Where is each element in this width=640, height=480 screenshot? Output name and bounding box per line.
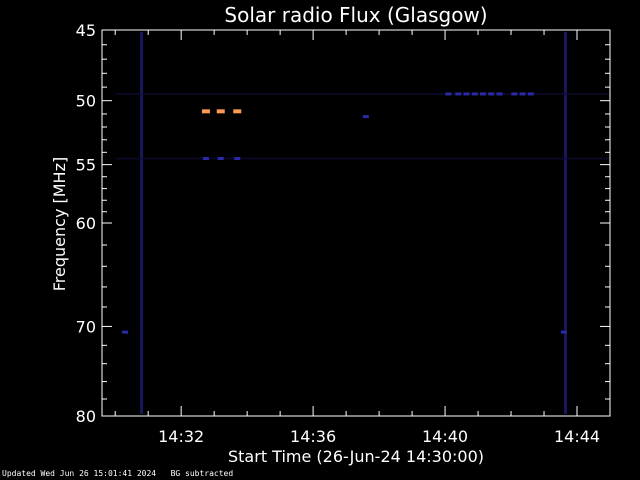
feature-spot-5 <box>216 109 225 114</box>
y-tick-label-70: 70 <box>76 317 96 336</box>
y-tick-label-50: 50 <box>76 92 96 111</box>
feature-spot-19 <box>496 92 503 96</box>
y-tick-label-80: 80 <box>76 407 96 426</box>
feature-spot-10 <box>362 115 369 119</box>
x-axis: 14:32 14:36 14:40 14:44 <box>114 30 611 446</box>
feature-spot-7 <box>202 156 209 160</box>
feature-spot-20 <box>511 92 518 96</box>
feature-spot-22 <box>527 92 534 96</box>
x-axis-label: Start Time (26-Jun-24 14:30:00) <box>228 447 484 466</box>
feature-vertical_streak-1 <box>563 32 567 414</box>
feature-vertical_streak-0 <box>140 32 144 414</box>
feature-spot-18 <box>488 92 495 96</box>
x-tick-label-32: 14:32 <box>158 427 204 446</box>
feature-spot-21 <box>519 92 526 96</box>
feature-spot-13 <box>445 92 452 96</box>
footer-updated: Updated Wed Jun 26 15:01:41 2024 <box>2 469 157 478</box>
footer-note: BG subtracted <box>170 469 234 478</box>
feature-spot-8 <box>217 156 224 160</box>
feature-spot-17 <box>480 92 486 96</box>
x-tick-label-40: 14:40 <box>422 427 468 446</box>
footer: Updated Wed Jun 26 15:01:41 2024 BG subt… <box>2 469 233 478</box>
feature-spot-12 <box>560 330 567 334</box>
feature-horizontal_band-2 <box>115 92 611 95</box>
feature-spot-14 <box>455 92 462 96</box>
y-axis-label: Frequency [MHz] <box>50 157 69 291</box>
feature-spot-11 <box>122 330 129 334</box>
spectral-features <box>115 32 611 414</box>
x-tick-label-36: 14:36 <box>290 427 336 446</box>
feature-horizontal_band-3 <box>115 157 611 160</box>
chart-title: Solar radio Flux (Glasgow) <box>224 3 487 27</box>
feature-spot-16 <box>471 92 478 96</box>
x-tick-label-44: 14:44 <box>554 427 600 446</box>
feature-spot-4 <box>201 109 210 114</box>
y-tick-label-45: 45 <box>76 21 96 40</box>
y-tick-label-60: 60 <box>76 214 96 233</box>
y-axis: 45 50 55 60 70 80 <box>76 21 610 426</box>
feature-spot-6 <box>233 109 242 114</box>
feature-spot-15 <box>463 92 470 96</box>
y-tick-label-55: 55 <box>76 156 96 175</box>
feature-spot-9 <box>234 156 241 160</box>
